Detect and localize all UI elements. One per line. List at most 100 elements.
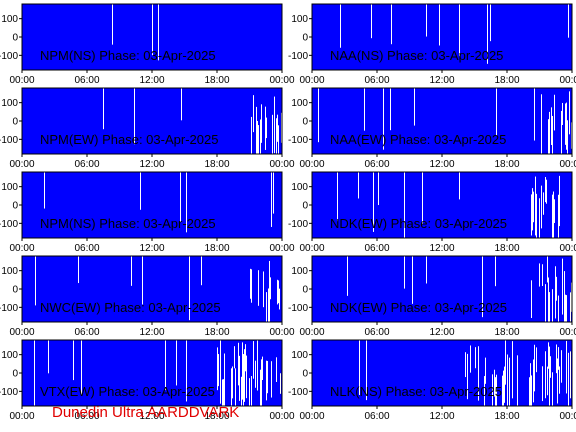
gap-mark: [534, 344, 535, 392]
gap-mark: [257, 340, 258, 391]
gap-mark: [552, 115, 553, 154]
y-tick-label: 0: [12, 33, 18, 44]
gap-mark: [545, 351, 546, 399]
gap-mark: [131, 256, 132, 286]
x-tick-label: 00:00: [9, 75, 34, 86]
gap-mark: [531, 280, 532, 319]
gap-mark: [276, 118, 277, 154]
y-tick-label: 0: [12, 369, 18, 380]
gap-mark: [258, 125, 259, 154]
gap-mark: [414, 88, 415, 126]
gap-mark: [533, 191, 534, 223]
x-tick-label: 12:00: [139, 159, 164, 170]
gap-mark: [278, 280, 279, 304]
y-tick-label: 100: [1, 98, 18, 109]
gap-mark: [555, 266, 556, 319]
chart-panel-4: 100 0 -100 00:00 06:00 12:00 18:00 00:00 NAA(EW)…: [288, 87, 576, 170]
y-tick-label: 100: [1, 182, 18, 193]
gap-mark: [567, 120, 568, 154]
gap-mark: [512, 341, 513, 399]
x-tick-label: 18:00: [204, 243, 229, 254]
y-tick-label: -100: [288, 135, 308, 146]
x-tick-label: 06:00: [74, 159, 99, 170]
gap-mark: [242, 342, 243, 400]
gap-mark: [550, 356, 551, 378]
gap-mark: [278, 125, 279, 154]
gap-mark: [232, 366, 233, 399]
phase-fill: [312, 340, 572, 406]
gap-mark: [505, 340, 506, 385]
gap-mark: [475, 347, 476, 369]
gap-mark: [266, 117, 267, 139]
x-tick-label: 00:00: [299, 75, 324, 86]
gap-mark: [547, 366, 548, 396]
x-tick-label: 00:00: [9, 327, 34, 338]
gap-mark: [256, 106, 257, 154]
x-tick-label: 00:00: [269, 159, 294, 170]
gap-mark: [347, 256, 348, 296]
x-tick-label: 06:00: [364, 75, 389, 86]
gap-mark: [495, 256, 496, 287]
gap-mark: [490, 4, 491, 42]
gap-mark: [268, 288, 269, 322]
gap-mark: [250, 268, 251, 299]
gap-mark: [261, 359, 262, 406]
y-tick-label: 0: [302, 369, 308, 380]
gap-mark: [262, 356, 263, 381]
chart-panel-3: 100 0 -100 00:00 06:00 12:00 18:00 00:00 NPM(EW)…: [0, 87, 295, 170]
gap-mark: [234, 346, 235, 369]
phase-fill: [312, 4, 572, 70]
x-tick-label: 00:00: [299, 327, 324, 338]
gap-mark: [267, 360, 268, 394]
gap-mark: [224, 353, 225, 406]
y-tick-label: -100: [0, 303, 18, 314]
y-tick-label: 0: [302, 201, 308, 212]
gap-mark: [34, 340, 35, 406]
chart-panel-5: 100 0 -100 00:00 06:00 12:00 18:00 00:00 NPM(NS)…: [0, 171, 295, 254]
gap-mark: [337, 172, 338, 222]
gap-mark: [558, 295, 559, 322]
y-tick-label: 100: [1, 14, 18, 25]
gap-mark: [549, 292, 550, 322]
gap-mark: [548, 277, 549, 322]
gap-mark: [251, 116, 252, 154]
gap-mark: [530, 363, 531, 406]
gap-mark: [504, 366, 505, 403]
gap-mark: [404, 172, 405, 238]
y-tick-label: 100: [1, 350, 18, 361]
gap-mark: [189, 256, 190, 321]
gap-mark: [241, 376, 242, 406]
chart-panel-2: 100 0 -100 00:00 06:00 12:00 18:00 00:00 NAA(NS)…: [288, 3, 576, 86]
gap-mark: [261, 104, 262, 143]
gap-mark: [201, 256, 202, 286]
x-tick-label: 18:00: [494, 159, 519, 170]
y-tick-label: -100: [288, 51, 308, 62]
footer-label: Dunedin Ultra AARDDVARK: [52, 404, 240, 421]
chart-panel-1: 100 0 -100 00:00 06:00 12:00 18:00 00:00 NPM(NS)…: [0, 3, 295, 86]
gap-mark: [547, 256, 548, 283]
gap-mark: [529, 377, 530, 406]
x-tick-label: 12:00: [139, 75, 164, 86]
gap-mark: [568, 4, 569, 38]
gap-mark: [422, 172, 423, 224]
y-tick-label: 100: [1, 266, 18, 277]
gap-mark: [551, 107, 552, 145]
x-tick-label: 12:00: [429, 243, 454, 254]
gap-mark: [562, 258, 563, 315]
gap-mark: [180, 172, 181, 222]
gap-mark: [554, 94, 555, 131]
x-tick-label: 06:00: [364, 327, 389, 338]
phase-fill: [312, 256, 572, 322]
gap-mark: [492, 374, 493, 406]
gap-mark: [531, 194, 532, 236]
gap-mark: [222, 379, 223, 406]
gap-mark: [542, 366, 543, 402]
gap-mark: [496, 88, 497, 136]
gap-mark: [318, 88, 319, 143]
y-tick-label: 0: [302, 285, 308, 296]
gap-mark: [542, 264, 543, 287]
gap-mark: [562, 102, 563, 125]
gap-mark: [570, 292, 571, 322]
gap-mark: [539, 198, 540, 238]
